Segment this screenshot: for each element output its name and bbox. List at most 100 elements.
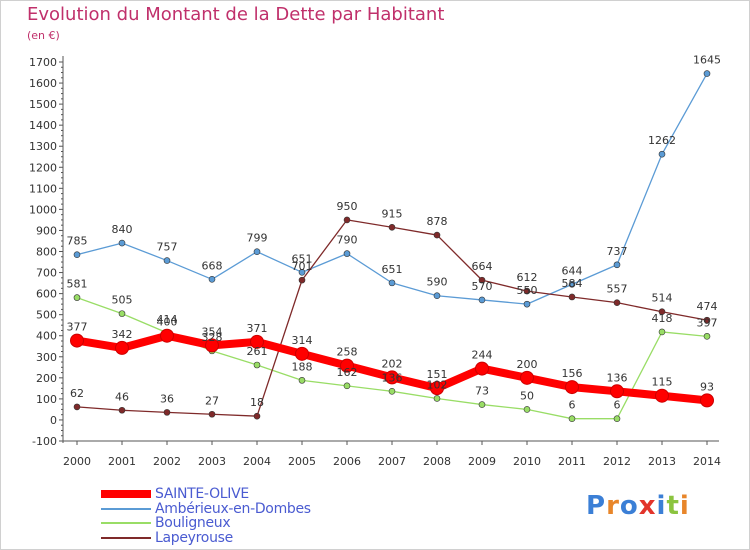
data-label: 93	[700, 380, 714, 393]
data-label: 1645	[693, 54, 721, 67]
data-point-sainte-olive	[340, 358, 354, 373]
data-point-sainte-olive	[160, 328, 174, 343]
x-tick-label: 2004	[243, 455, 271, 468]
data-label: 188	[292, 360, 313, 373]
data-label: 651	[292, 252, 313, 265]
x-tick-label: 2007	[378, 455, 406, 468]
data-label: 557	[607, 283, 628, 296]
data-label: 151	[427, 368, 448, 381]
x-tick-label: 2005	[288, 455, 316, 468]
y-tick-label: 600	[36, 288, 57, 301]
x-tick-label: 2000	[63, 455, 91, 468]
data-point-2	[253, 361, 261, 369]
y-tick-label: 800	[36, 246, 57, 259]
legend-item-bouligneux[interactable]: Bouligneux	[101, 516, 311, 531]
data-label: 840	[112, 223, 133, 236]
legend-item-lapeyrouse[interactable]: Lapeyrouse	[101, 531, 311, 546]
legend-item-amberieux[interactable]: Ambérieux-en-Dombes	[101, 502, 311, 517]
x-tick-label: 2008	[423, 455, 451, 468]
data-point-sainte-olive	[610, 384, 624, 399]
y-tick-label: 1200	[29, 161, 57, 174]
data-label: 570	[472, 280, 493, 293]
data-point-3	[523, 287, 531, 295]
data-point-1	[703, 70, 711, 77]
data-label: 1262	[648, 134, 676, 147]
data-label: 136	[607, 371, 628, 384]
data-point-1	[298, 269, 306, 276]
data-label: 737	[607, 245, 628, 258]
proxiti-logo: Proxiti	[586, 491, 690, 521]
y-tick-label: 900	[36, 224, 57, 237]
data-point-3	[253, 412, 261, 420]
data-point-sainte-olive	[520, 370, 534, 385]
y-tick-label: 1100	[29, 182, 57, 195]
data-label: 915	[382, 207, 403, 220]
data-label: 202	[382, 357, 403, 370]
legend-item-sainte-olive[interactable]: SAINTE-OLIVE	[101, 487, 311, 502]
logo-letter: o	[619, 491, 639, 521]
y-tick-label: 1500	[29, 98, 57, 111]
data-point-2	[298, 377, 306, 384]
data-label: 62	[70, 387, 84, 400]
y-tick-label: 0	[50, 414, 57, 427]
logo-letter: x	[638, 491, 657, 521]
legend-label: Bouligneux	[155, 515, 231, 532]
data-label: 505	[112, 294, 133, 307]
logo-letter: i	[679, 491, 690, 521]
data-point-2	[388, 388, 396, 395]
data-point-2	[523, 406, 531, 413]
data-label: 18	[250, 396, 264, 409]
data-point-3	[613, 299, 621, 306]
x-tick-label: 2003	[198, 455, 226, 468]
data-label: 612	[517, 271, 538, 284]
data-point-1	[253, 248, 261, 256]
y-tick-label: 1000	[29, 203, 57, 216]
logo-letter: r	[606, 491, 620, 521]
data-point-3	[658, 308, 666, 316]
x-tick-label: 2014	[693, 455, 721, 468]
data-point-3	[703, 316, 711, 324]
data-point-3	[163, 409, 171, 416]
data-label: 785	[67, 235, 88, 248]
legend-label: Lapeyrouse	[155, 529, 233, 546]
x-tick-label: 2009	[468, 455, 496, 468]
x-tick-label: 2012	[603, 455, 631, 468]
data-label: 651	[382, 263, 403, 276]
data-point-3	[118, 406, 126, 414]
data-point-1	[163, 257, 171, 264]
y-tick-label: 400	[36, 330, 57, 343]
data-label: 590	[427, 276, 448, 289]
logo-letter: i	[656, 491, 667, 521]
data-label: 50	[520, 389, 534, 402]
data-point-1	[343, 250, 351, 257]
data-label: 115	[652, 376, 673, 389]
data-label: 36	[160, 392, 174, 405]
x-tick-label: 2001	[108, 455, 136, 468]
data-label: 581	[67, 278, 88, 291]
data-point-sainte-olive	[655, 388, 669, 403]
data-label: 342	[112, 328, 133, 341]
data-label: 328	[202, 331, 223, 344]
y-tick-label: 300	[36, 351, 57, 364]
data-label: 136	[382, 371, 403, 384]
data-label: 668	[202, 259, 223, 272]
data-label: 261	[247, 345, 268, 358]
legend-swatch-bouligneux	[101, 522, 151, 525]
data-point-2	[658, 328, 666, 336]
data-label: 377	[67, 321, 88, 334]
data-label: 701	[292, 260, 313, 273]
data-label: 46	[115, 390, 129, 403]
data-point-3	[298, 276, 306, 284]
legend-label: Ambérieux-en-Dombes	[155, 500, 311, 517]
data-point-1	[118, 239, 126, 247]
data-point-sainte-olive	[475, 361, 489, 376]
logo-letter: t	[666, 491, 680, 521]
data-point-1	[73, 251, 81, 258]
x-tick-label: 2011	[558, 455, 586, 468]
data-label: 550	[517, 284, 538, 297]
data-point-3	[343, 216, 351, 224]
data-point-sainte-olive	[115, 340, 129, 355]
y-tick-label: 500	[36, 309, 57, 322]
x-tick-label: 2002	[153, 455, 181, 468]
data-point-1	[208, 275, 216, 283]
